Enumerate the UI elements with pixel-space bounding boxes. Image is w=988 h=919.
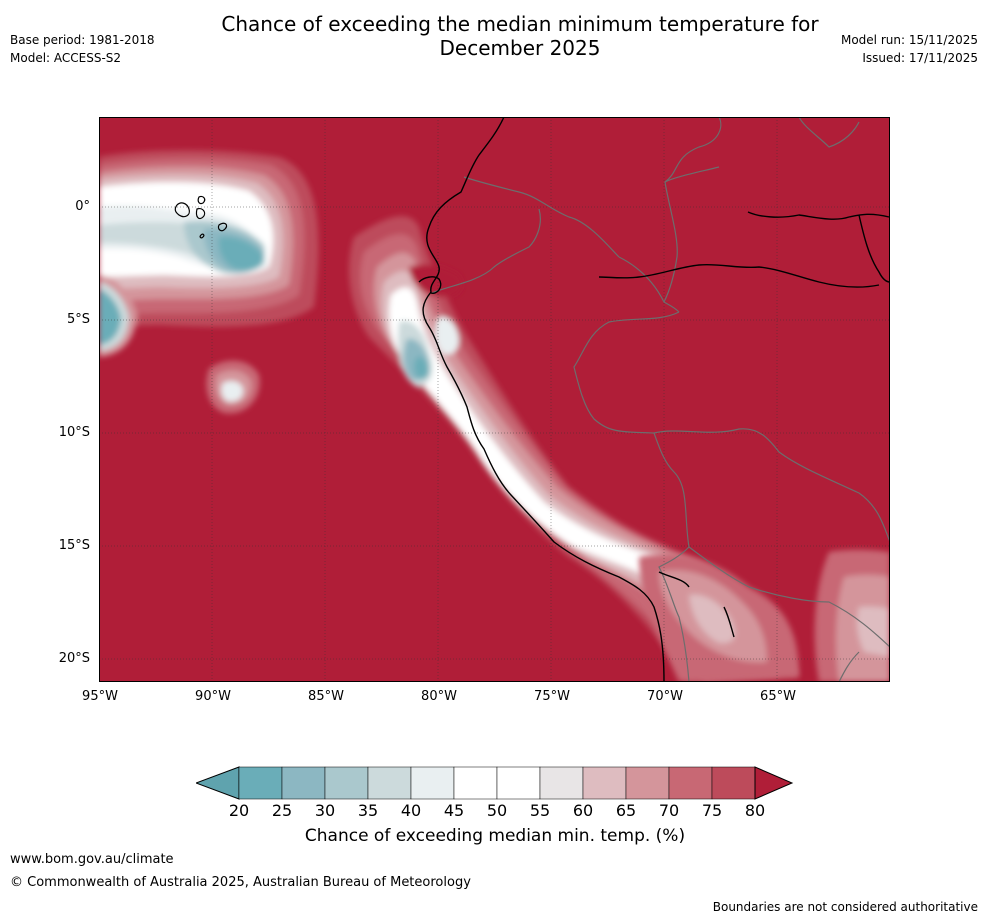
colorbar-tick-65: 65 bbox=[615, 801, 637, 820]
colorbar-bin-70-75 bbox=[668, 766, 713, 800]
header-meta-right: Model run: 15/11/2025 Issued: 17/11/2025 bbox=[841, 31, 978, 67]
colorbar-below-arrow bbox=[194, 766, 240, 800]
colorbar-tick-70: 70 bbox=[658, 801, 680, 820]
graticule bbox=[99, 117, 890, 682]
colorbar-bin-60-65 bbox=[582, 766, 627, 800]
coastlines bbox=[418, 117, 890, 682]
lon-label-65w: 65°W bbox=[760, 689, 796, 704]
galapagos-islands bbox=[174, 195, 228, 239]
lon-label-70w: 70°W bbox=[647, 689, 683, 704]
colorbar-label: Chance of exceeding median min. temp. (%… bbox=[304, 826, 686, 846]
header-meta-left: Base period: 1981-2018 Model: ACCESS-S2 bbox=[10, 31, 155, 67]
colorbar-tick-45: 45 bbox=[443, 801, 465, 820]
lat-label-5s: 5°S bbox=[66, 312, 90, 327]
model-text: Model: ACCESS-S2 bbox=[10, 51, 122, 65]
boundaries-disclaimer: Boundaries are not considered authoritat… bbox=[712, 900, 978, 914]
galapagos-anomaly-region bbox=[99, 150, 319, 414]
colorbar-bin-40-45 bbox=[410, 766, 455, 800]
colorbar-tick-35: 35 bbox=[357, 801, 379, 820]
title-line-2: December 2025 bbox=[439, 36, 601, 60]
model-run-text: Model run: 15/11/2025 bbox=[840, 33, 978, 47]
title-line-1: Chance of exceeding the median minimum t… bbox=[221, 12, 819, 36]
lon-label-90w: 90°W bbox=[195, 689, 231, 704]
colorbar-tick-50: 50 bbox=[486, 801, 508, 820]
colorbar-above-arrow bbox=[754, 766, 794, 800]
map-title: Chance of exceeding the median minimum t… bbox=[200, 12, 840, 60]
lon-label-85w: 85°W bbox=[308, 689, 344, 704]
colorbar-bin-55-60 bbox=[539, 766, 584, 800]
colorbar-bin-45-50 bbox=[453, 766, 498, 800]
lat-label-0: 0° bbox=[75, 199, 90, 214]
lat-label-10s: 10°S bbox=[58, 425, 90, 440]
issued-text: Issued: 17/11/2025 bbox=[862, 51, 978, 65]
colorbar-bin-75-80 bbox=[711, 766, 756, 800]
colorbar-tick-60: 60 bbox=[572, 801, 594, 820]
altiplano-anomaly bbox=[639, 549, 890, 682]
lat-label-15s: 15°S bbox=[58, 538, 90, 553]
map-panel bbox=[99, 117, 890, 682]
source-url[interactable]: www.bom.gov.au/climate bbox=[10, 852, 174, 867]
colorbar-bin-35-40 bbox=[367, 766, 412, 800]
base-period-text: Base period: 1981-2018 bbox=[10, 33, 155, 47]
colorbar-bin-30-35 bbox=[324, 766, 369, 800]
copyright-text: © Commonwealth of Australia 2025, Austra… bbox=[10, 875, 471, 890]
colorbar-bin-65-70 bbox=[625, 766, 670, 800]
colorbar-tick-55: 55 bbox=[529, 801, 551, 820]
colorbar-bin-25-30 bbox=[281, 766, 326, 800]
colorbar-tick-25: 25 bbox=[271, 801, 293, 820]
map-frame bbox=[99, 117, 890, 682]
lon-label-80w: 80°W bbox=[421, 689, 457, 704]
probability-map bbox=[99, 117, 890, 682]
lon-label-95w: 95°W bbox=[82, 689, 118, 704]
colorbar-tick-75: 75 bbox=[701, 801, 723, 820]
colorbar bbox=[194, 765, 794, 801]
colorbar-tick-20: 20 bbox=[228, 801, 250, 820]
lon-label-75w: 75°W bbox=[534, 689, 570, 704]
lat-label-20s: 20°S bbox=[58, 651, 90, 666]
colorbar-tick-30: 30 bbox=[314, 801, 336, 820]
colorbar-tick-80: 80 bbox=[744, 801, 766, 820]
colorbar-tick-40: 40 bbox=[400, 801, 422, 820]
colorbar-bin-50-55 bbox=[496, 766, 541, 800]
colorbar-svg bbox=[194, 766, 794, 800]
colorbar-bin-20-25 bbox=[238, 766, 283, 800]
country-borders bbox=[431, 117, 890, 682]
